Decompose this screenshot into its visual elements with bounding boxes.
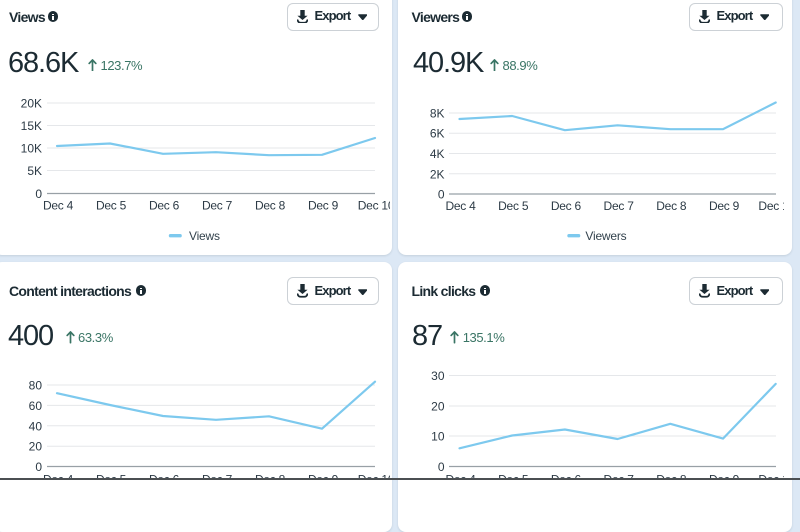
svg-text:60: 60 — [29, 399, 43, 413]
svg-text:Dec 6: Dec 6 — [551, 199, 582, 213]
svg-text:Dec 10: Dec 10 — [358, 473, 392, 481]
svg-text:Dec 9: Dec 9 — [308, 199, 339, 213]
svg-text:Dec 10: Dec 10 — [758, 473, 792, 481]
svg-text:Dec 5: Dec 5 — [96, 199, 127, 213]
svg-text:Views: Views — [189, 229, 220, 243]
svg-text:Dec 4: Dec 4 — [445, 473, 476, 481]
svg-text:Dec 10: Dec 10 — [758, 199, 792, 213]
svg-text:Dec 6: Dec 6 — [149, 199, 180, 213]
svg-text:2K: 2K — [430, 167, 445, 181]
svg-text:Dec 9: Dec 9 — [308, 473, 339, 481]
svg-text:Dec 7: Dec 7 — [202, 473, 233, 481]
svg-text:Dec 5: Dec 5 — [498, 473, 529, 481]
svg-text:15K: 15K — [21, 119, 42, 133]
svg-text:Dec 9: Dec 9 — [709, 199, 740, 213]
svg-text:Dec 8: Dec 8 — [656, 199, 687, 213]
svg-text:Dec 6: Dec 6 — [551, 473, 582, 481]
svg-text:Dec 5: Dec 5 — [498, 199, 529, 213]
svg-text:10K: 10K — [21, 142, 42, 156]
svg-text:0: 0 — [438, 460, 445, 474]
svg-text:10: 10 — [431, 430, 445, 444]
svg-text:Dec 4: Dec 4 — [445, 199, 476, 213]
svg-text:0: 0 — [35, 460, 42, 474]
svg-text:Dec 9: Dec 9 — [709, 473, 740, 481]
svg-text:30: 30 — [431, 369, 445, 383]
svg-text:20: 20 — [431, 400, 445, 414]
svg-text:Dec 4: Dec 4 — [43, 199, 74, 213]
svg-text:Dec 10: Dec 10 — [358, 199, 392, 213]
svg-text:Dec 7: Dec 7 — [202, 199, 233, 213]
svg-text:Dec 6: Dec 6 — [149, 473, 180, 481]
svg-text:40: 40 — [29, 419, 43, 433]
svg-text:80: 80 — [29, 379, 43, 393]
svg-text:Dec 7: Dec 7 — [604, 473, 635, 481]
svg-text:Dec 8: Dec 8 — [255, 473, 286, 481]
svg-text:Dec 4: Dec 4 — [43, 473, 74, 481]
svg-text:Dec 7: Dec 7 — [604, 199, 635, 213]
svg-text:4K: 4K — [430, 147, 445, 161]
svg-text:Dec 8: Dec 8 — [656, 473, 687, 481]
svg-text:0: 0 — [35, 187, 42, 201]
svg-text:8K: 8K — [430, 107, 445, 121]
svg-text:Dec 5: Dec 5 — [96, 473, 127, 481]
svg-text:20: 20 — [29, 440, 43, 454]
svg-text:0: 0 — [438, 188, 445, 202]
svg-text:20K: 20K — [21, 97, 42, 111]
svg-text:6K: 6K — [430, 127, 445, 141]
svg-text:5K: 5K — [27, 164, 42, 178]
svg-text:Dec 8: Dec 8 — [255, 199, 286, 213]
svg-text:Viewers: Viewers — [585, 229, 626, 243]
